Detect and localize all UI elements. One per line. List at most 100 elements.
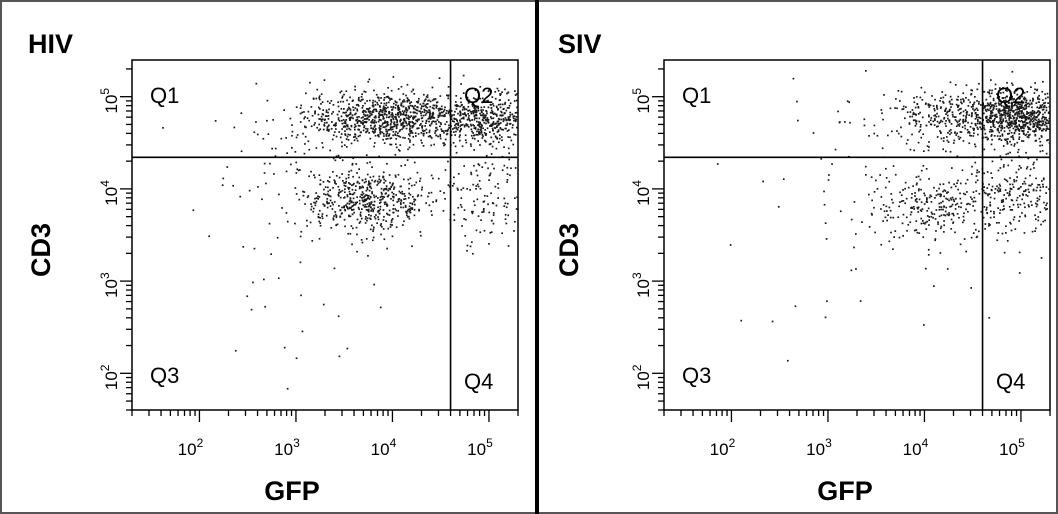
event-dot [949, 103, 952, 105]
event-dot [412, 135, 415, 138]
event-dot [1003, 99, 1005, 102]
event-dot [955, 197, 957, 200]
event-dot [285, 212, 288, 214]
event-dot [369, 161, 371, 164]
event-dot [356, 218, 359, 221]
event-dot [1025, 194, 1027, 196]
event-dot [1012, 127, 1015, 130]
event-dot [371, 208, 373, 210]
event-dot [1003, 127, 1006, 129]
event-dot [914, 119, 917, 122]
event-dot [992, 97, 995, 100]
event-dot [462, 187, 465, 189]
event-dot [474, 109, 476, 112]
event-dot [313, 201, 315, 204]
event-dot [479, 112, 481, 115]
event-dot [324, 118, 326, 121]
event-dot [345, 138, 348, 140]
event-dot [328, 128, 330, 131]
event-dot [397, 135, 400, 137]
event-dot [972, 127, 974, 130]
event-dot [1006, 142, 1009, 145]
event-dot [355, 104, 358, 106]
event-dot [417, 127, 420, 129]
event-dot [478, 131, 480, 133]
event-dot [914, 192, 916, 194]
event-dot [311, 114, 314, 117]
event-dot [916, 231, 919, 234]
event-dot [978, 82, 980, 85]
event-dot [1037, 219, 1040, 222]
event-dot [999, 119, 1002, 122]
event-dot [960, 131, 963, 133]
event-dot [385, 110, 388, 113]
event-dot [483, 100, 486, 102]
event-dot [513, 133, 515, 136]
event-dot [439, 107, 441, 110]
event-dot [324, 115, 327, 117]
event-dot [515, 208, 518, 210]
event-dot [1045, 129, 1047, 132]
event-dot [363, 113, 365, 116]
event-dot [970, 93, 973, 95]
event-dot [1034, 230, 1036, 232]
event-dot [407, 208, 410, 211]
event-dot [1018, 123, 1021, 126]
event-dot [328, 181, 331, 183]
event-dot [409, 202, 412, 204]
event-dot [962, 118, 964, 121]
event-dot [384, 109, 387, 111]
event-dot [910, 207, 912, 209]
event-dot [1011, 70, 1014, 73]
event-dot [306, 219, 308, 222]
event-dot [394, 208, 396, 210]
event-dot [430, 144, 433, 147]
event-dot [794, 305, 797, 308]
event-dot [365, 209, 368, 211]
event-dot [506, 173, 509, 175]
event-dot [404, 108, 407, 111]
event-dot [515, 93, 518, 95]
event-dot [1028, 205, 1030, 208]
axis-ticks [652, 68, 1051, 422]
event-dot [429, 135, 432, 138]
event-dot [264, 305, 266, 308]
event-dot [310, 208, 312, 211]
event-dot [379, 181, 381, 183]
event-dot [338, 110, 340, 113]
event-dot [390, 121, 393, 123]
event-dot [353, 211, 355, 214]
event-dot [964, 124, 966, 127]
event-dot [397, 109, 400, 111]
event-dot [978, 230, 980, 233]
event-dot [1022, 107, 1025, 109]
event-dot [505, 118, 507, 121]
event-dot [939, 195, 942, 197]
event-dot [864, 165, 867, 168]
event-dot [395, 101, 397, 104]
event-dot [409, 211, 412, 214]
event-dot [442, 110, 445, 113]
event-dot [977, 128, 979, 130]
event-dot [880, 243, 883, 246]
event-dot [392, 118, 395, 121]
event-dot [404, 137, 406, 139]
event-dot [995, 108, 998, 110]
event-dot [1035, 227, 1037, 230]
event-dot [906, 229, 908, 232]
event-dot [291, 124, 293, 126]
event-dot [465, 108, 468, 111]
event-dot [1006, 90, 1008, 92]
event-dot [994, 126, 996, 129]
event-dot [406, 99, 409, 102]
y-tick-label: 102 [98, 364, 121, 390]
event-dot [334, 180, 336, 183]
event-dot [491, 127, 494, 130]
event-dot [1039, 140, 1042, 143]
event-dot [310, 125, 313, 128]
event-dot [433, 117, 436, 119]
event-dot [374, 131, 376, 133]
event-dot [398, 116, 400, 118]
event-dot [1042, 178, 1045, 181]
event-dot [1015, 199, 1018, 202]
